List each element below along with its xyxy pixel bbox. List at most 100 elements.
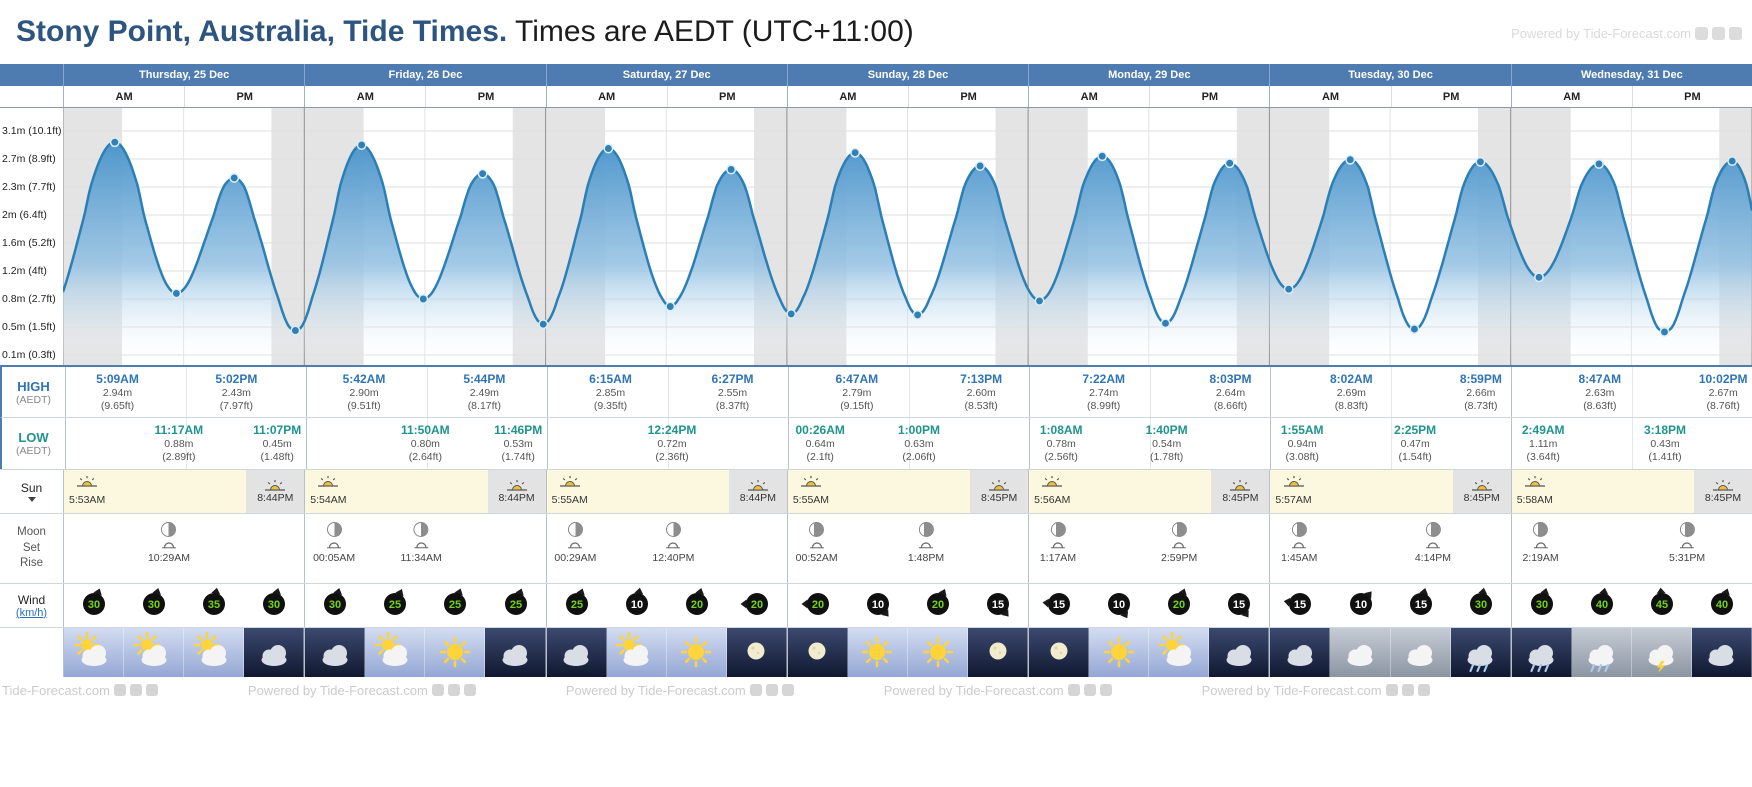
am-label: AM [1080,90,1098,103]
low-tide-time: 1:55AM [1280,423,1324,437]
svg-text:15: 15 [1233,599,1245,611]
high-tide-entry: 5:44PM 2.49m (8.17ft) [463,372,505,413]
weather-tile [1330,628,1391,677]
wind-speed-badge: 30 [1464,586,1498,625]
noon-divider [1150,418,1151,469]
weather-tile [1089,628,1150,677]
moonrise-time: 1:48PM [907,552,945,564]
wind-speed-badge: 10 [1102,586,1136,625]
y-axis-tick: 2m (6.4ft) [2,209,47,221]
wind-speed-badge: 40 [1585,586,1619,625]
sun-icon [922,636,953,667]
wind-cell-5: 15 10 15 30 [1269,584,1510,627]
wind-unit-link[interactable]: (km/h) [15,606,48,619]
day-header-6: Wednesday, 31 Dec [1510,64,1752,86]
cloud-icon [1226,644,1252,666]
wind-badge-svg: 30 [263,588,286,615]
weather-tile [1209,628,1270,677]
moonset-entry: 00:29AM [554,522,596,564]
badge-icon [1083,684,1096,696]
high-label: HIGH [17,378,50,394]
cloud-icon [261,644,287,666]
page-header: Stony Point, Australia, Tide Times. Time… [0,0,1752,64]
moon-phase-first-quarter-icon [665,522,681,537]
sun-icon [680,636,712,667]
am-label: AM [598,90,616,103]
sun-icon [862,636,893,667]
low-tide-marker [171,288,182,299]
low-tide-height-ft: (2.89ft) [162,451,196,464]
high-tide-entry: 6:15AM 2.85m (9.35ft) [589,372,632,413]
rain-icon [1588,644,1614,672]
low-tide-entry: 11:07PM 0.45m (1.48ft) [253,423,301,464]
moonrise-icon [919,542,933,549]
wind-badge-svg: 30 [1530,588,1553,615]
high-row-label: HIGH (AEDT) [2,367,65,417]
wind-direction-arrow [1418,588,1428,596]
wind-direction-arrow [152,588,162,596]
watermark-text: Powered by Tide-Forecast.com [0,682,110,698]
high-tide-height-m: 2.85m [595,387,626,399]
moonset-icon [809,542,824,549]
moon-row-label: Moon Set Rise [0,514,63,583]
low-tide-height-ft: (2.36ft) [655,451,689,464]
sunset-time: 8:45PM [1463,492,1500,504]
sunset-time: 8:44PM [257,492,294,504]
moon-set-label: Set [22,541,41,554]
y-axis-tick: 1.2m (4ft) [2,265,47,277]
wind-direction-arrow [395,589,404,597]
low-tide-height-ft: (2.1ft) [806,451,834,464]
chevron-down-icon[interactable] [27,497,36,502]
day-header-2: Saturday, 27 Dec [545,64,787,86]
wind-speed-badge: 30 [77,586,111,625]
high-tide-height-m: 2.49m [469,387,499,399]
moonset-entry: 1:17AM [1040,522,1076,564]
wind-direction-arrow [881,609,889,617]
wind-row: Wind (km/h) 30 30 35 30 30 25 25 [0,583,1752,627]
weather-tile [1149,628,1210,677]
high-cell-5: 8:02AM 2.69m (8.83ft) 8:59PM 2.66m (8.73f… [1270,367,1511,417]
moonset-entry: 00:52AM [796,522,838,564]
sunset-icon [989,480,1010,491]
high-tide-entry: 6:27PM 2.55m (8.37ft) [711,372,753,413]
ampm-cell-2: AM PM [545,86,787,107]
wind-badge-svg: 25 [504,588,527,615]
cloud-icon [322,644,348,666]
weather-row-label [0,628,63,677]
high-tide-height-ft: (8.76ft) [1706,400,1740,413]
svg-text:20: 20 [751,599,763,611]
low-tide-entry: 2:25PM 0.47m (1.54ft) [1394,423,1436,464]
wind-speed-badge: 35 [197,586,231,625]
wind-label: Wind [17,592,46,607]
wind-badge-svg: 20 [685,588,708,615]
sun-icon [1103,636,1134,667]
high-tide-entry: 5:42AM 2.90m (9.51ft) [343,372,386,413]
low-tide-height-m: 0.88m [164,438,194,450]
high-tide-height-m: 2.69m [1336,387,1366,399]
high-cell-6: 8:47AM 2.63m (8.63ft) 10:02PM 2.67m (8.76… [1511,367,1752,417]
moon-phase-first-quarter-icon [326,522,342,537]
high-tide-time: 8:59PM [1459,372,1502,386]
high-cell-2: 6:15AM 2.85m (9.35ft) 6:27PM 2.55m (8.37f… [547,367,788,417]
wind-direction-arrow [1120,610,1129,619]
am-label: AM [356,90,374,103]
weather-row [0,627,1752,677]
sunset-time: 8:45PM [981,492,1018,504]
low-tide-time: 11:17AM [154,423,204,437]
tide-area-fill [63,142,1752,365]
low-tide-marker [786,308,797,319]
moon-phase-waxing-gibbous-icon [809,522,825,537]
weather-tile [666,628,727,677]
low-tide-entry: 1:55AM 0.94m (3.08ft) [1281,423,1324,464]
am-label: AM [1321,90,1340,103]
sunrise-icon [800,476,821,487]
weather-tile [1029,628,1090,677]
sunrise-icon [77,476,98,487]
svg-text:30: 30 [88,599,100,611]
low-tide-marker [912,309,923,320]
low-tide-time: 3:18PM [1643,423,1687,437]
watermark-text: Powered by Tide-Forecast.com [1511,26,1691,41]
low-tide-row: LOW (AEDT) 11:17AM 0.88m (2.89ft) 11:07PM… [0,417,1752,469]
am-label: AM [839,90,857,103]
wind-badge-svg: 10 [625,587,648,615]
